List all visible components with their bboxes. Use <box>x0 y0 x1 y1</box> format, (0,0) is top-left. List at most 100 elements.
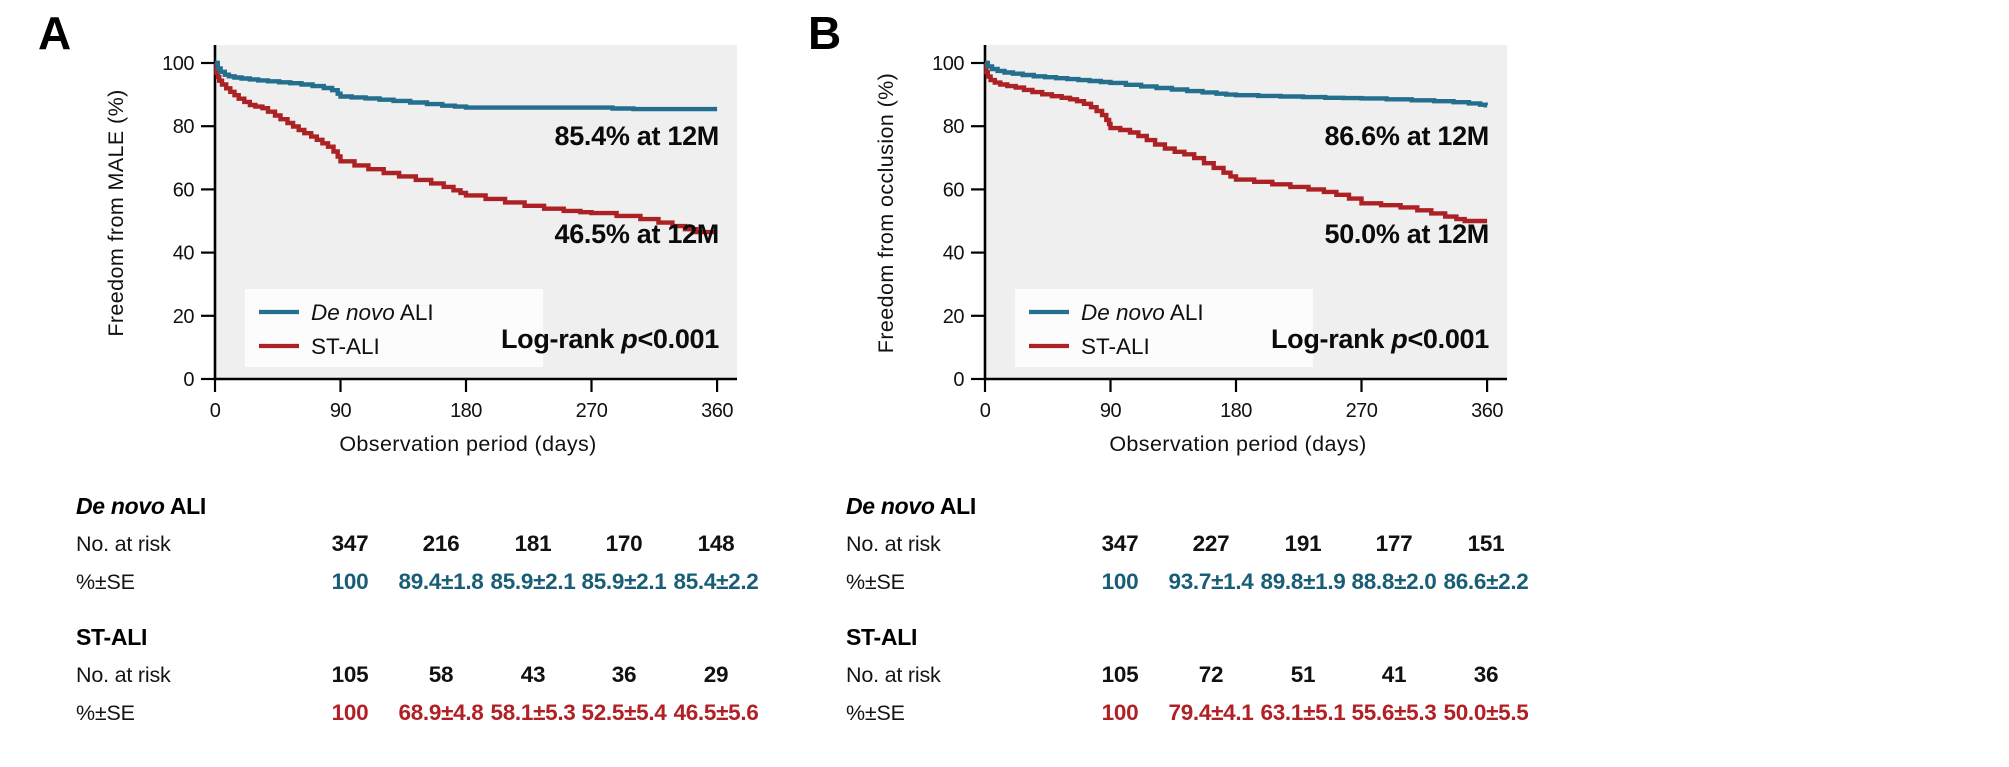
legend: De novo ALI ST-ALI <box>245 289 543 367</box>
y-tick-label: 0 <box>183 369 194 391</box>
risk-table: De novo ALI No. at risk 347 227 191 177 151 … <box>770 487 1775 749</box>
risk-group-name: De novo ALI <box>846 493 977 519</box>
x-tick-label: 0 <box>980 400 991 422</box>
risk-group-name: ST-ALI <box>846 624 918 650</box>
percent-se-value: 46.5±5.6 <box>673 700 759 725</box>
risk-group-header-row: De novo ALI <box>770 487 1775 525</box>
percent-se-label: %±SE <box>846 570 905 594</box>
n-at-risk-label: No. at risk <box>846 663 941 687</box>
n-at-risk-value: 36 <box>1473 662 1499 687</box>
percent-se-value: 93.7±1.4 <box>1168 569 1254 594</box>
km-chart: 0 20 40 60 80 100 0 90 180 270 360 De novo ALI ST… <box>874 45 1507 456</box>
percent-se-label: %±SE <box>846 701 905 725</box>
percent-se-value: 79.4±4.1 <box>1168 700 1254 725</box>
km-panel: B 0 20 40 60 80 100 0 90 180 270 360 De novo ALI … <box>770 0 2009 767</box>
percent-se-value: 100 <box>331 700 369 725</box>
n-at-risk-value: 43 <box>520 662 546 687</box>
legend: De novo ALI ST-ALI <box>1015 289 1313 367</box>
risk-table-gap <box>770 732 1775 749</box>
n-at-risk-value: 191 <box>1284 531 1322 556</box>
n-at-risk-value: 51 <box>1290 662 1316 687</box>
x-axis-title: Observation period (days) <box>1109 432 1366 456</box>
percent-se-value: 100 <box>331 569 369 594</box>
risk-table: De novo ALI No. at risk 347 216 181 170 148 … <box>0 487 1005 749</box>
percent-se-row: %±SE 100 93.7±1.4 89.8±1.9 88.8±2.0 86.6±2.2 <box>770 563 1775 601</box>
x-axis-title: Observation period (days) <box>339 432 596 456</box>
percent-se-value: 52.5±5.4 <box>581 700 667 725</box>
percent-se-value: 63.1±5.1 <box>1260 700 1346 725</box>
de-novo-ali-curve <box>215 60 718 112</box>
percent-se-row: %±SE 100 89.4±1.8 85.9±2.1 85.9±2.1 85.4±2.2 <box>0 563 1005 601</box>
n-at-risk-value: 148 <box>697 531 735 556</box>
n-at-risk-label: No. at risk <box>76 663 171 687</box>
percent-se-value: 68.9±4.8 <box>398 700 484 725</box>
x-axis-ticks: 0 90 180 270 360 <box>980 380 1504 422</box>
legend-label-de-novo: De novo ALI <box>1081 300 1204 325</box>
percent-se-value: 55.6±5.3 <box>1351 700 1437 725</box>
n-at-risk-label: No. at risk <box>76 532 171 556</box>
y-tick-label: 40 <box>173 243 195 265</box>
risk-group-header-row: ST-ALI <box>0 618 1005 656</box>
percent-se-label: %±SE <box>76 701 135 725</box>
n-at-risk-value: 177 <box>1375 531 1413 556</box>
n-at-risk-row: No. at risk 105 58 43 36 29 <box>0 656 1005 694</box>
n-at-risk-value: 58 <box>428 662 454 687</box>
legend-box <box>1015 289 1313 367</box>
y-tick-label: 80 <box>943 116 965 138</box>
x-tick-label: 90 <box>330 400 352 422</box>
n-at-risk-value: 151 <box>1467 531 1505 556</box>
y-tick-label: 100 <box>162 53 194 75</box>
x-axis-ticks: 0 90 180 270 360 <box>210 380 734 422</box>
logrank-annotation: Log-rank p<0.001 <box>1271 324 1489 354</box>
y-tick-label: 60 <box>173 179 195 201</box>
percent-se-row: %±SE 100 79.4±4.1 63.1±5.1 55.6±5.3 50.0±5.5 <box>770 694 1775 732</box>
n-at-risk-value: 72 <box>1198 662 1224 687</box>
percent-se-row: %±SE 100 68.9±4.8 58.1±5.3 52.5±5.4 46.5±5.6 <box>0 694 1005 732</box>
n-at-risk-label: No. at risk <box>846 532 941 556</box>
y-tick-label: 0 <box>953 369 964 391</box>
x-tick-label: 270 <box>576 400 608 422</box>
y-tick-label: 40 <box>943 243 965 265</box>
y-axis-title: Freedom from occlusion (%) <box>874 73 898 353</box>
x-tick-label: 180 <box>450 400 482 422</box>
upper-estimate-annotation: 86.6% at 12M <box>1325 121 1490 151</box>
percent-se-value: 88.8±2.0 <box>1351 569 1437 594</box>
km-chart: 0 20 40 60 80 100 0 90 180 270 360 De novo ALI ST… <box>104 45 737 456</box>
y-axis-title: Freedom from MALE (%) <box>104 89 128 336</box>
risk-table-group: De novo ALI No. at risk 347 227 191 177 151 … <box>770 487 1775 618</box>
risk-table-group: ST-ALI No. at risk 105 72 51 41 36 %±SE 100 7… <box>770 618 1775 749</box>
risk-table-gap <box>770 601 1775 618</box>
risk-group-header-row: De novo ALI <box>0 487 1005 525</box>
x-tick-label: 0 <box>210 400 221 422</box>
x-tick-label: 360 <box>1471 400 1503 422</box>
x-tick-label: 270 <box>1346 400 1378 422</box>
percent-se-value: 85.4±2.2 <box>673 569 759 594</box>
n-at-risk-row: No. at risk 105 72 51 41 36 <box>770 656 1775 694</box>
upper-estimate-annotation: 85.4% at 12M <box>555 121 720 151</box>
y-tick-label: 20 <box>943 306 965 328</box>
n-at-risk-value: 29 <box>703 662 729 687</box>
n-at-risk-value: 347 <box>331 531 369 556</box>
lower-estimate-annotation: 46.5% at 12M <box>555 219 720 249</box>
y-tick-label: 100 <box>932 53 964 75</box>
y-axis-ticks: 0 20 40 60 80 100 <box>932 53 984 391</box>
risk-group-name: De novo ALI <box>76 493 207 519</box>
st-ali-curve <box>214 60 718 235</box>
risk-group-name: ST-ALI <box>76 624 148 650</box>
x-tick-label: 90 <box>1100 400 1122 422</box>
percent-se-value: 85.9±2.1 <box>490 569 576 594</box>
y-axis-ticks: 0 20 40 60 80 100 <box>162 53 214 391</box>
logrank-annotation: Log-rank p<0.001 <box>501 324 719 354</box>
st-ali-curve <box>984 60 1488 224</box>
n-at-risk-value: 105 <box>1101 662 1139 687</box>
percent-se-value: 85.9±2.1 <box>581 569 667 594</box>
percent-se-value: 89.4±1.8 <box>398 569 484 594</box>
n-at-risk-value: 36 <box>611 662 637 687</box>
x-tick-label: 180 <box>1220 400 1252 422</box>
n-at-risk-value: 347 <box>1101 531 1139 556</box>
percent-se-value: 58.1±5.3 <box>490 700 576 725</box>
km-panel: A 0 20 40 60 80 100 0 90 180 270 360 De novo ALI … <box>0 7 1005 749</box>
n-at-risk-value: 170 <box>605 531 643 556</box>
panel-letter: B <box>808 7 841 59</box>
